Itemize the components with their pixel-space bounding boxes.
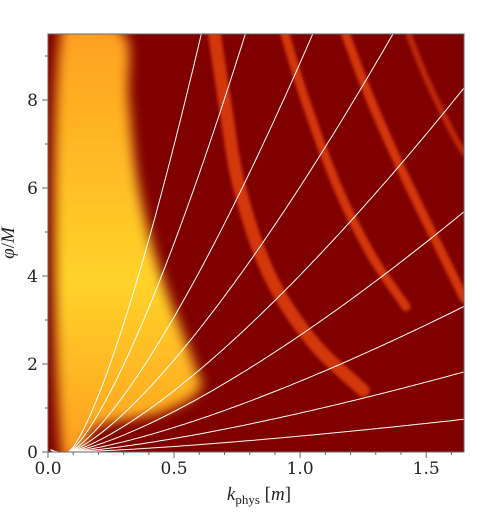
x-tick-label: 0.5 xyxy=(161,459,188,479)
trajectory-curve xyxy=(50,371,464,452)
x-tick-label: 1.5 xyxy=(413,459,440,479)
resonance-band xyxy=(207,34,370,397)
y-axis-ticks: 0 2 4 6 8 xyxy=(27,55,48,463)
x-axis-title: kphys [m] xyxy=(227,484,291,507)
plot-area xyxy=(48,34,464,452)
bright-region xyxy=(54,34,202,452)
x-tick-label: 0.0 xyxy=(34,459,61,479)
y-tick-label: 4 xyxy=(27,267,38,287)
x-tick-label: 1.0 xyxy=(287,459,314,479)
trajectory-curve xyxy=(50,211,464,452)
y-tick-label: 0 xyxy=(27,443,38,463)
y-axis-title: φ/M xyxy=(0,226,19,259)
resonance-band xyxy=(341,34,464,303)
trajectory-curve xyxy=(50,418,464,452)
y-tick-label: 8 xyxy=(27,91,38,111)
trajectory-curve xyxy=(50,34,314,452)
y-tick-label: 2 xyxy=(27,355,38,375)
resonance-band xyxy=(280,34,411,312)
trajectory-curve xyxy=(50,305,464,452)
y-tick-label: 6 xyxy=(27,179,38,199)
bright-region-shape xyxy=(54,34,202,452)
resonance-band xyxy=(405,34,464,156)
resonance-bands xyxy=(207,34,464,397)
x-axis-ticks: 0.0 0.5 1.0 1.5 xyxy=(34,452,452,479)
trajectory-curves xyxy=(50,34,464,452)
trajectory-curve xyxy=(50,34,246,452)
trajectory-curve xyxy=(50,34,394,452)
trajectory-curve xyxy=(50,87,464,452)
plot-frame xyxy=(47,33,465,453)
